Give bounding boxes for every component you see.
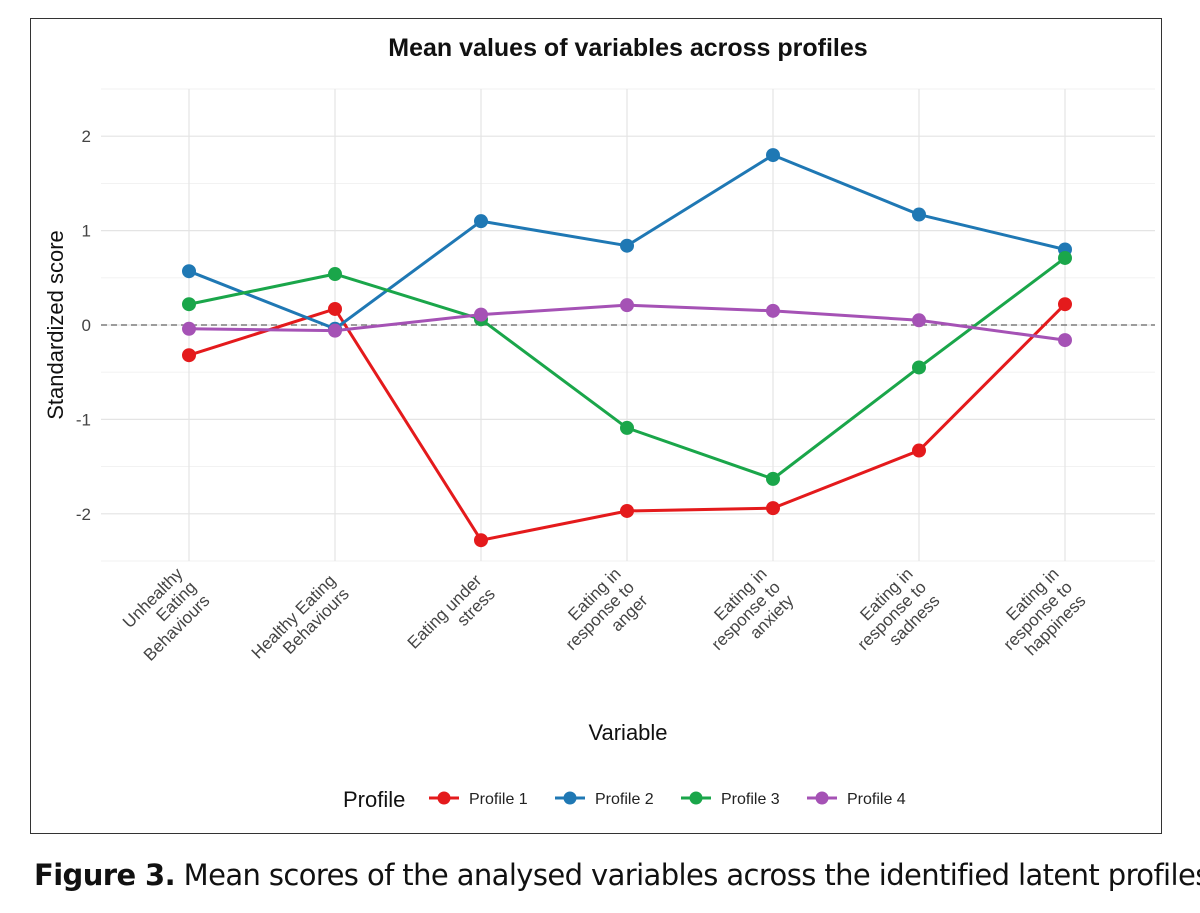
x-tick-label-text: Eating inresponse tosadness — [840, 564, 943, 667]
y-tick-label: 2 — [82, 127, 91, 146]
legend-key-point — [815, 791, 829, 805]
y-axis-title: Standardized score — [43, 230, 68, 420]
series-points — [182, 148, 1072, 548]
figure-label: Figure 3. — [34, 858, 176, 892]
y-tick-labels: -2 -1 0 1 2 — [76, 127, 91, 524]
legend-item-profile-1: Profile 1 — [429, 791, 528, 808]
data-point-profile-1 — [328, 301, 342, 316]
legend-key-point — [437, 791, 451, 805]
data-point-profile-4 — [912, 313, 926, 328]
data-point-profile-1 — [474, 533, 488, 548]
x-tick-labels: UnhealthyEatingBehaviours Healthy EatingB… — [113, 564, 1090, 676]
data-point-profile-4 — [766, 303, 780, 318]
y-tick-label: 1 — [82, 222, 91, 241]
data-point-profile-2 — [912, 207, 926, 222]
figure-caption: Figure 3. Mean scores of the analysed va… — [34, 858, 1200, 892]
data-point-profile-4 — [474, 307, 488, 322]
x-tick-label: Eating inresponse tohappiness — [986, 564, 1090, 667]
data-point-profile-1 — [912, 443, 926, 458]
x-tick-label: Eating inresponse tosadness — [840, 564, 944, 667]
x-tick-label: Eating inresponse toanxiety — [694, 564, 798, 667]
data-point-profile-2 — [620, 238, 634, 253]
x-tick-label-text: Eating inresponse tohappiness — [986, 564, 1089, 667]
chart-panel: -2 -1 0 1 2 UnhealthyEatingBehaviours Healthy… — [30, 18, 1162, 834]
data-point-profile-4 — [1058, 333, 1072, 348]
data-point-profile-2 — [474, 214, 488, 229]
legend-label: Profile 2 — [595, 791, 654, 808]
y-tick-label: 0 — [82, 316, 91, 335]
x-tick-label-text: Healthy EatingBehaviours — [248, 571, 353, 676]
legend-title: Profile — [343, 787, 405, 812]
x-tick-label-text: Eating understress — [404, 571, 499, 666]
legend-key-point — [563, 791, 577, 805]
data-point-profile-4 — [620, 298, 634, 313]
data-point-profile-1 — [620, 503, 634, 518]
x-tick-label-text: Eating inresponse toanger — [548, 564, 651, 667]
x-axis-title: Variable — [588, 720, 667, 745]
legend-key-point — [689, 791, 703, 805]
line-chart: -2 -1 0 1 2 UnhealthyEatingBehaviours Healthy… — [43, 34, 1155, 812]
legend-item-profile-4: Profile 4 — [807, 791, 906, 808]
legend-items: Profile 1 Profile 2 Profile 3 Profile 4 — [429, 791, 906, 808]
legend-item-profile-2: Profile 2 — [555, 791, 654, 808]
data-point-profile-1 — [1058, 297, 1072, 312]
data-point-profile-3 — [766, 471, 780, 486]
legend: Profile Profile 1 Profile 2 Profile 3 Profi… — [343, 787, 906, 812]
chart-title: Mean values of variables across profiles — [388, 34, 867, 62]
legend-label: Profile 1 — [469, 791, 528, 808]
y-tick-label: -2 — [76, 505, 91, 524]
data-point-profile-2 — [766, 148, 780, 163]
y-tick-label: -1 — [76, 410, 91, 429]
data-point-profile-3 — [328, 267, 342, 282]
x-tick-label: Healthy EatingBehaviours — [248, 571, 353, 676]
data-point-profile-3 — [620, 420, 634, 435]
data-point-profile-3 — [182, 297, 196, 312]
figure-caption-text: Mean scores of the analysed variables ac… — [183, 858, 1200, 892]
data-point-profile-3 — [1058, 250, 1072, 265]
data-point-profile-3 — [912, 360, 926, 375]
x-tick-label: Eating inresponse toanger — [548, 564, 652, 667]
x-tick-label: Eating understress — [404, 571, 499, 666]
x-tick-label-text: UnhealthyEatingBehaviours — [113, 564, 214, 665]
data-point-profile-4 — [182, 321, 196, 336]
legend-label: Profile 3 — [721, 791, 780, 808]
x-tick-label-text: Eating inresponse toanxiety — [694, 564, 797, 667]
data-point-profile-4 — [328, 323, 342, 338]
data-point-profile-1 — [182, 348, 196, 363]
data-point-profile-2 — [182, 264, 196, 279]
legend-item-profile-3: Profile 3 — [681, 791, 780, 808]
data-point-profile-1 — [766, 501, 780, 516]
x-tick-label: UnhealthyEatingBehaviours — [113, 564, 214, 665]
legend-label: Profile 4 — [847, 791, 906, 808]
